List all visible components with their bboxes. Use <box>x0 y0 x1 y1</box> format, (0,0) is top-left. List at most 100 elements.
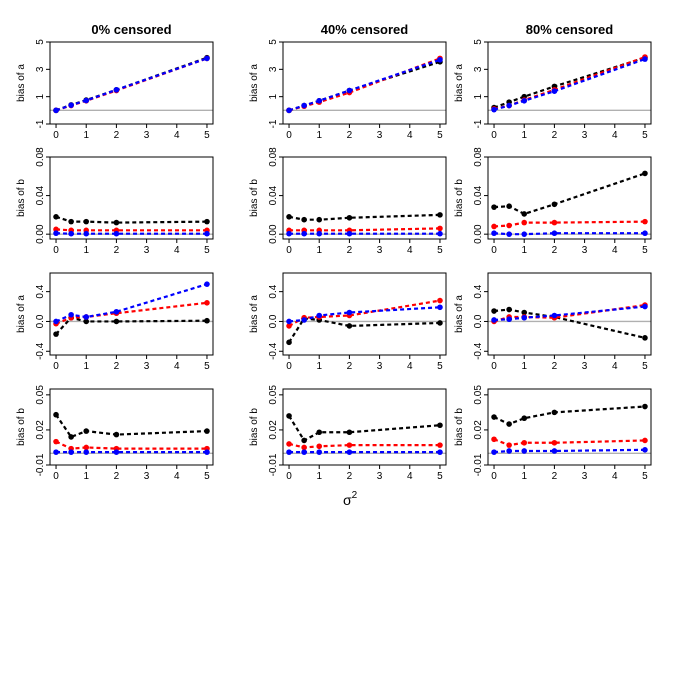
data-point-blue <box>521 231 528 237</box>
data-point-black <box>346 214 353 221</box>
panel-frame <box>487 272 652 356</box>
x-tick-label: 1 <box>521 130 527 141</box>
data-point-blue <box>83 314 90 320</box>
panel: 0 1 2 3 4 5 -0.4 0.0 0.4 bias of a <box>454 272 652 372</box>
data-point-black <box>551 201 558 208</box>
y-tick-label: 1 <box>35 93 46 99</box>
column-title: 80% censored <box>526 22 613 37</box>
x-tick-label: 4 <box>407 245 413 256</box>
x-axis-label-superscript: 2 <box>352 490 358 501</box>
y-axis-label: bias of b <box>454 408 465 446</box>
y-tick-label: 0.02 <box>35 420 46 440</box>
data-point-red <box>316 443 323 450</box>
x-tick-label: 3 <box>377 361 383 372</box>
data-point-black <box>204 218 210 225</box>
data-point-blue <box>53 449 59 455</box>
y-tick-label: 0.05 <box>473 385 484 405</box>
data-point-black <box>204 428 210 434</box>
data-point-blue <box>346 230 353 237</box>
series-line-blue <box>493 448 645 454</box>
x-tick-label: 3 <box>582 361 588 372</box>
x-tick-label: 3 <box>377 471 383 482</box>
data-point-black <box>521 211 528 217</box>
y-tick-label: 3 <box>473 66 484 72</box>
panel-frame <box>49 388 214 466</box>
x-tick-label: 1 <box>83 245 89 256</box>
y-tick-label: -0.01 <box>35 453 46 476</box>
x-tick-label: 0 <box>491 471 497 482</box>
panel: 0 1 2 3 4 5 0.00 0.04 0.08 bias of b <box>16 147 214 256</box>
x-tick-label: 1 <box>521 361 527 372</box>
x-tick-label: 4 <box>407 471 413 482</box>
data-point-blue <box>346 309 353 316</box>
x-tick-label: 0 <box>286 245 292 256</box>
data-point-black <box>83 218 90 225</box>
panel: 0 1 2 3 4 5 -0.4 0.0 0.4 bias of a <box>249 272 447 372</box>
data-point-black <box>68 434 74 440</box>
data-point-red <box>521 219 528 226</box>
x-tick-label: 3 <box>582 245 588 256</box>
data-point-blue <box>551 312 558 319</box>
x-tick-label: 3 <box>582 130 588 141</box>
x-tick-label: 3 <box>144 245 150 256</box>
series-line-black <box>493 56 646 109</box>
panel: 0 1 2 3 4 5 -1 1 3 5 bias of a <box>249 39 447 141</box>
data-point-black <box>204 317 210 324</box>
data-point-blue <box>53 230 59 237</box>
data-point-blue <box>286 318 292 325</box>
data-point-red <box>437 442 443 448</box>
x-tick-label: 1 <box>316 130 322 141</box>
panel: 0 1 2 3 4 5 -0.01 0.02 0.05 bias of b <box>16 385 214 482</box>
data-point-blue <box>521 448 528 454</box>
panel: 0 1 2 3 4 5 -0.4 0.0 0.4 bias of a <box>16 272 214 372</box>
x-tick-label: 0 <box>286 361 292 372</box>
x-tick-label: 5 <box>204 130 210 141</box>
x-tick-label: 5 <box>642 471 648 482</box>
data-point-red <box>506 442 512 448</box>
x-tick-label: 5 <box>642 130 648 141</box>
data-point-black <box>286 339 292 346</box>
panel-frame <box>282 156 447 240</box>
data-point-red <box>551 439 558 446</box>
data-point-red <box>642 437 648 444</box>
x-tick-label: 5 <box>437 471 443 482</box>
y-tick-label: 1 <box>473 93 484 99</box>
data-point-blue <box>437 230 443 237</box>
x-tick-label: 1 <box>83 361 89 372</box>
data-point-black <box>113 318 120 325</box>
data-point-black <box>346 323 353 329</box>
data-point-blue <box>301 230 307 237</box>
data-point-blue <box>83 230 90 237</box>
x-tick-label: 1 <box>316 471 322 482</box>
data-point-black <box>491 414 497 420</box>
y-tick-label: -0.4 <box>268 342 279 360</box>
data-point-blue <box>204 230 210 237</box>
data-point-black <box>53 331 59 337</box>
data-point-red <box>642 218 648 225</box>
data-point-black <box>551 409 558 416</box>
series-line-blue <box>55 57 208 112</box>
y-axis-label: bias of a <box>454 64 465 102</box>
x-tick-label: 2 <box>114 130 120 141</box>
series-line-blue <box>288 58 441 112</box>
data-point-blue <box>506 102 512 109</box>
data-point-black <box>68 218 74 225</box>
data-point-red <box>286 323 292 329</box>
data-point-black <box>437 212 443 218</box>
column-title: 40% censored <box>321 22 408 37</box>
panel-frame <box>487 156 652 240</box>
x-tick-label: 2 <box>552 245 558 256</box>
data-point-black <box>286 413 292 419</box>
y-tick-label: -0.4 <box>473 342 484 360</box>
series-line-black <box>55 316 207 335</box>
data-point-black <box>301 216 307 223</box>
data-point-blue <box>301 449 307 455</box>
data-point-blue <box>53 107 59 114</box>
y-tick-label: 5 <box>473 39 484 45</box>
y-tick-label: 0.08 <box>268 147 279 167</box>
data-point-blue <box>113 449 120 455</box>
x-tick-label: 1 <box>521 471 527 482</box>
x-tick-label: 4 <box>612 245 618 256</box>
data-point-black <box>437 422 443 429</box>
y-tick-label: -1 <box>473 119 484 128</box>
